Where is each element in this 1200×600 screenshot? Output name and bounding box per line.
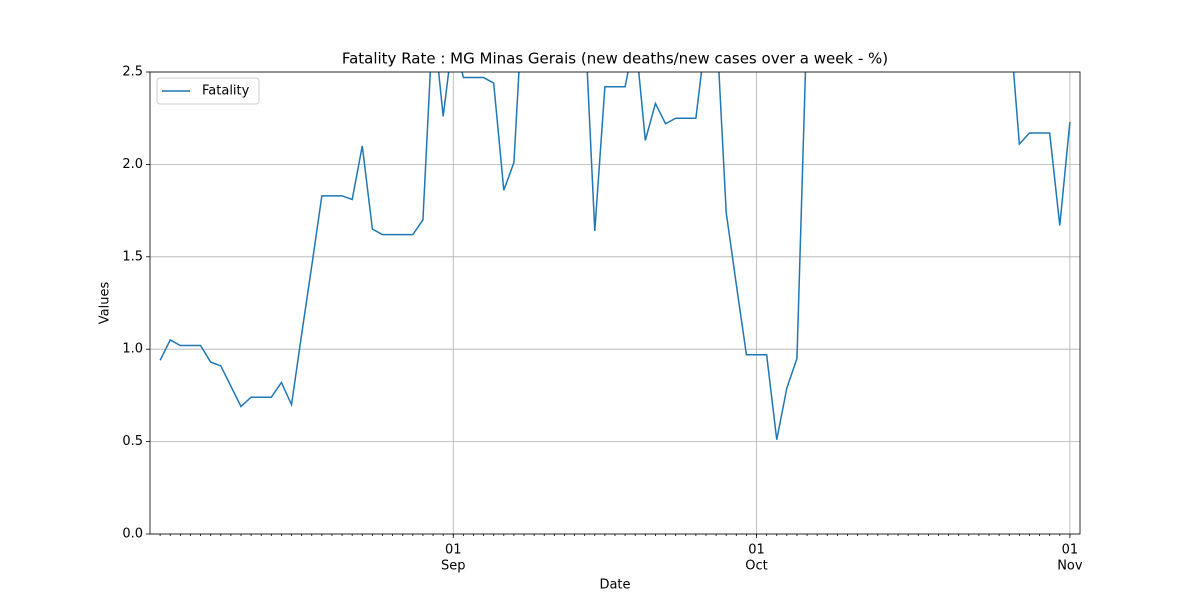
y-tick-label: 0.5 [122, 434, 143, 449]
data-line [159, 72, 1071, 440]
x-tick-label: 01 [748, 543, 765, 558]
y-tick-label: 0.0 [122, 527, 143, 542]
x-tick-sublabel: Sep [441, 559, 466, 574]
plot-frame [149, 71, 1081, 535]
x-axis-label: Date [599, 578, 630, 593]
x-tick-label: 01 [1062, 543, 1079, 558]
y-tick-label: 1.0 [122, 342, 143, 357]
chart-title: Fatality Rate : MG Minas Gerais (new dea… [342, 50, 888, 68]
legend-label: Fatality [202, 84, 250, 99]
y-axis-label: Values [98, 282, 113, 325]
x-tick-label: 01 [445, 543, 462, 558]
y-tick-label: 2.0 [122, 157, 143, 172]
x-tick-sublabel: Nov [1057, 559, 1083, 574]
legend-box [156, 77, 260, 105]
x-tick-sublabel: Oct [745, 559, 767, 574]
y-tick-label: 2.5 [122, 65, 143, 80]
y-tick-label: 1.5 [122, 249, 143, 264]
